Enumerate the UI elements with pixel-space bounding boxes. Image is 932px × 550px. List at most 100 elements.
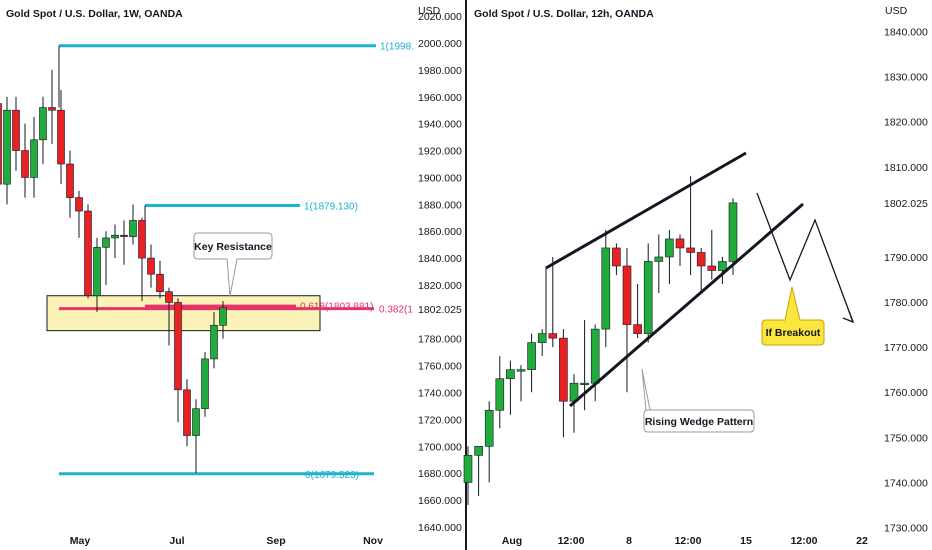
candle-body — [728, 202, 738, 262]
x-tick-label: 22 — [856, 535, 868, 547]
y-tick-label: 1960.000 — [418, 92, 462, 104]
y-tick-label: 1980.000 — [418, 65, 462, 77]
candle-body — [12, 109, 20, 151]
y-tick-label: 1802.025 — [884, 198, 928, 210]
fib-level-label: 0(1679.523) — [305, 470, 359, 481]
candle-body — [39, 107, 47, 141]
candle-body — [30, 139, 38, 178]
candle-body — [183, 389, 191, 436]
key-resistance-label: Key Resistance — [194, 241, 272, 253]
wedge-upper-line — [545, 151, 747, 270]
y-tick-label: 1720.000 — [418, 414, 462, 426]
candle-body — [622, 265, 632, 325]
x-tick-label: Aug — [502, 535, 522, 547]
candle-body — [48, 107, 56, 111]
candle-body — [675, 238, 685, 249]
candle-body — [696, 252, 706, 267]
x-tick-label: Nov — [363, 535, 383, 547]
fib-level-label: 1(1879.130) — [304, 201, 358, 212]
candle-body — [506, 369, 515, 379]
candle-body — [559, 337, 568, 402]
right-chart-title: Gold Spot / U.S. Dollar, 12h, OANDA — [474, 8, 654, 20]
right-chart: Gold Spot / U.S. Dollar, 12h, OANDA USD … — [463, 5, 928, 547]
y-tick-label: 1920.000 — [418, 146, 462, 158]
y-tick-label: 1770.000 — [884, 342, 928, 354]
right-currency-label: USD — [885, 5, 908, 17]
left-x-axis: May Jul Sep Nov — [70, 535, 383, 547]
y-tick-label: 2020.000 — [418, 11, 462, 23]
breakout-path — [756, 192, 854, 323]
candle-body — [548, 333, 558, 339]
candle-body — [3, 109, 11, 185]
candle-body — [156, 273, 164, 292]
x-tick-label: Jul — [169, 535, 184, 547]
candle-body — [686, 247, 695, 253]
y-tick-label: 1860.000 — [418, 226, 462, 238]
candle-body — [165, 291, 173, 303]
y-tick-label: 1840.000 — [418, 253, 462, 265]
y-tick-label: 1750.000 — [884, 432, 928, 444]
candle-body — [129, 220, 137, 237]
y-tick-label: 1790.000 — [884, 252, 928, 264]
left-chart-title: Gold Spot / U.S. Dollar, 1W, OANDA — [6, 8, 183, 20]
candle-body — [66, 163, 74, 198]
rising-wedge-callout: Rising Wedge Pattern — [641, 368, 755, 433]
candle-body — [537, 333, 547, 343]
y-tick-label: 1830.000 — [884, 72, 928, 84]
candle-body — [527, 342, 536, 370]
candle-body — [147, 257, 155, 275]
candle-body — [219, 307, 227, 326]
candle-body — [21, 150, 29, 178]
candle-body — [665, 238, 674, 258]
y-tick-label: 1740.000 — [884, 477, 928, 489]
candle-body — [474, 446, 483, 456]
left-chart: Gold Spot / U.S. Dollar, 1W, OANDA USD 2… — [0, 5, 462, 547]
candle-body — [210, 325, 218, 360]
x-tick-label: 15 — [740, 535, 752, 547]
rising-wedge-label: Rising Wedge Pattern — [645, 416, 753, 428]
y-tick-label: 1760.000 — [418, 361, 462, 373]
y-tick-label: 1780.000 — [884, 297, 928, 309]
y-tick-label: 1880.000 — [418, 199, 462, 211]
y-tick-label: 1760.000 — [884, 387, 928, 399]
left-candles — [0, 69, 227, 474]
candle-body — [718, 261, 727, 271]
candle-body — [120, 234, 128, 237]
breakout-arrowhead — [842, 310, 855, 324]
x-tick-label: 12:00 — [675, 535, 702, 547]
if-breakout-label: If Breakout — [766, 327, 821, 339]
candle-body — [601, 247, 611, 330]
candle-body — [633, 324, 642, 334]
candle-body — [138, 220, 146, 259]
candle-body — [93, 247, 101, 297]
left-currency-label: USD — [418, 5, 441, 17]
candle-body — [0, 103, 2, 185]
fib-levels: 1(1998. 1(1879.130) 0.618(1803.881) 0.382(1… — [58, 42, 414, 481]
resistance-zone — [46, 295, 321, 332]
candle-body — [495, 378, 505, 411]
horizontal-level-label: 0.382(1 — [379, 305, 413, 316]
y-tick-label: 1700.000 — [418, 441, 462, 453]
if-breakout-callout: If Breakout — [761, 286, 825, 346]
candle-body — [463, 455, 473, 483]
y-tick-label: 1730.000 — [884, 522, 928, 534]
candle-body — [707, 265, 717, 271]
key-resistance-callout: Key Resistance — [193, 232, 273, 297]
candle-body — [174, 302, 182, 391]
candle-body — [57, 109, 65, 165]
y-tick-label: 1940.000 — [418, 119, 462, 131]
candle-body — [612, 247, 621, 267]
y-tick-label: 1820.000 — [884, 117, 928, 129]
candle-body — [590, 328, 600, 384]
y-tick-label: 1740.000 — [418, 388, 462, 400]
y-tick-label: 2000.000 — [418, 38, 462, 50]
right-candles — [463, 175, 738, 505]
x-tick-label: May — [70, 535, 91, 547]
candle-body — [201, 358, 209, 409]
left-y-axis: 2020.000 2000.000 1980.000 1960.000 1940.000… — [418, 11, 462, 534]
candle-body — [102, 237, 110, 248]
y-tick-label: 1780.000 — [418, 334, 462, 346]
rising-wedge — [545, 151, 855, 408]
candle-body — [516, 369, 526, 372]
